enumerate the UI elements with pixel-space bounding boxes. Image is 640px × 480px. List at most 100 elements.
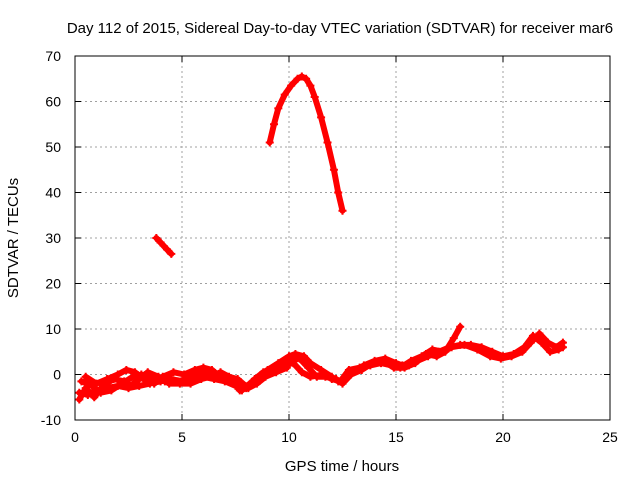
data-point [169,368,178,377]
x-axis-label: GPS time / hours [285,458,399,475]
data-point [92,379,101,388]
data-point [163,245,172,254]
y-tick-label: 50 [45,139,61,155]
data-point [109,375,118,384]
series-line [76,332,566,398]
data-point [130,368,139,377]
plot-frame [74,55,611,421]
data-point [327,375,336,384]
axis-ticks: 0 5 10 15 20 25 -10 0 10 20 30 40 50 60 70 [41,48,618,445]
data-point [199,363,208,372]
data-point [473,345,482,354]
data-point [558,338,567,347]
chart-title: Day 112 of 2015, Sidereal Day-to-day VTE… [67,20,613,37]
y-tick-label: 30 [45,230,61,246]
data-point [319,370,328,379]
data-point [205,372,214,381]
data-point [396,363,405,372]
data-point [377,359,386,368]
data-point [156,238,165,247]
data-point [135,381,144,390]
data-point [150,379,159,388]
y-tick-label: 20 [45,276,61,292]
data-point [526,338,535,347]
data-point [518,347,527,356]
data-point [180,370,189,379]
series-line [266,73,346,214]
data-point [90,393,99,402]
data-point [216,368,225,377]
data-point [122,365,131,374]
y-axis-label: SDTVAR / TECUs [5,178,22,298]
data-point [237,386,246,395]
data-point [507,352,516,361]
data-point [165,379,174,388]
data-point [274,104,283,113]
data-point [456,322,465,331]
y-tick-label: 60 [45,94,61,110]
data-point [546,347,555,356]
data-point [306,372,315,381]
data-point [244,384,253,393]
data-point [406,356,415,365]
data-point [126,381,135,390]
data-point [417,352,426,361]
data-point [190,365,199,374]
data-point [302,74,311,83]
y-tick-label: 40 [45,185,61,201]
series-sat-arc-short [152,234,176,258]
data-point [233,375,242,384]
data-point [323,138,332,147]
data-point [310,92,319,101]
data-point [81,384,90,393]
data-point [295,354,304,363]
data-point [329,165,338,174]
data-point [432,352,441,361]
data-point [317,113,326,122]
data-point [449,334,458,343]
data-point [447,343,456,352]
series-low-track-d [75,363,291,404]
data-point [280,90,289,99]
data-point [293,74,302,83]
data-point [98,381,107,390]
data-point [175,379,184,388]
data-point [336,377,345,386]
data-point [344,365,353,374]
x-tick-label: 15 [388,429,404,445]
y-tick-label: 70 [45,48,61,64]
data-point [75,395,84,404]
data-point [366,361,375,370]
data-point [186,379,195,388]
data-point [107,386,116,395]
data-point [197,375,206,384]
x-tick-label: 20 [495,429,511,445]
y-tick-label: 10 [45,321,61,337]
data-point [81,372,90,381]
data-point [120,377,129,386]
data-point [282,363,291,372]
data-point [272,368,281,377]
data-point [143,368,152,377]
gridlines [75,56,610,420]
x-tick-label: 5 [178,429,186,445]
data-point [334,188,343,197]
data-point [338,206,347,215]
data-point [287,81,296,90]
series-low-track-a [75,331,567,399]
data-point [387,361,396,370]
data-point [552,343,561,352]
data-point [297,72,306,81]
data-point [460,340,469,349]
data-point [265,138,274,147]
y-tick-label: 0 [53,367,61,383]
series-low-track-c [81,329,567,395]
data-point [355,363,364,372]
x-tick-label: 25 [602,429,618,445]
series-line [153,235,175,257]
data-point [496,354,505,363]
data-point [135,375,144,384]
data-point [306,81,315,90]
data-point [543,338,552,347]
